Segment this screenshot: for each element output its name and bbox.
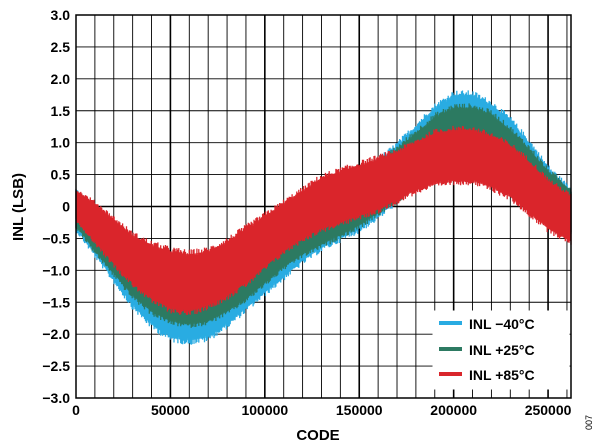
legend: INL −40°C INL +25°C INL +85°C bbox=[432, 310, 570, 390]
x-axis-title: CODE bbox=[296, 427, 339, 444]
y-tick-label: −0.5 bbox=[42, 230, 70, 246]
y-tick-label: 2.0 bbox=[51, 71, 71, 87]
plot-frame bbox=[75, 14, 572, 399]
series-plus85-fill bbox=[76, 129, 571, 312]
x-tick-label: 100000 bbox=[241, 402, 288, 418]
y-axis-title: INL (LSB) bbox=[10, 173, 27, 241]
legend-label-plus25: INL +25°C bbox=[469, 342, 535, 358]
y-tick-label: 1.0 bbox=[51, 135, 71, 151]
y-tick-label: 0 bbox=[62, 199, 70, 215]
x-tick-label: 250000 bbox=[525, 402, 572, 418]
legend-label-plus85: INL +85°C bbox=[469, 367, 535, 383]
y-tick-labels: 3.0 2.5 2.0 1.5 1.0 0.5 0 −0.5 −1.0 −1.5 −2.0 −2.5 −… bbox=[42, 7, 70, 406]
y-tick-label: 2.5 bbox=[51, 39, 71, 55]
y-tick-label: 3.0 bbox=[51, 7, 71, 23]
y-tick-label: 1.5 bbox=[51, 103, 71, 119]
x-tick-label: 0 bbox=[72, 402, 80, 418]
x-tick-label: 200000 bbox=[430, 402, 477, 418]
figure-id: 007 bbox=[584, 415, 594, 430]
legend-label-minus40: INL −40°C bbox=[469, 316, 535, 332]
y-tick-label: −2.5 bbox=[42, 358, 70, 374]
series-layer bbox=[75, 90, 572, 345]
x-tick-label: 150000 bbox=[336, 402, 383, 418]
y-tick-label: −1.5 bbox=[42, 294, 70, 310]
x-tick-labels: 0 50000 100000 150000 200000 250000 bbox=[72, 402, 572, 418]
legend-swatch-minus40 bbox=[439, 321, 462, 325]
y-tick-label: −1.0 bbox=[42, 262, 70, 278]
series-plus85 bbox=[75, 125, 572, 315]
y-tick-label: −2.0 bbox=[42, 326, 70, 342]
legend-swatch-plus25 bbox=[439, 347, 462, 351]
y-tick-label: 0.5 bbox=[51, 167, 71, 183]
y-tick-label: −3.0 bbox=[42, 390, 70, 406]
x-tick-label: 50000 bbox=[151, 402, 190, 418]
legend-swatch-plus85 bbox=[439, 372, 462, 376]
